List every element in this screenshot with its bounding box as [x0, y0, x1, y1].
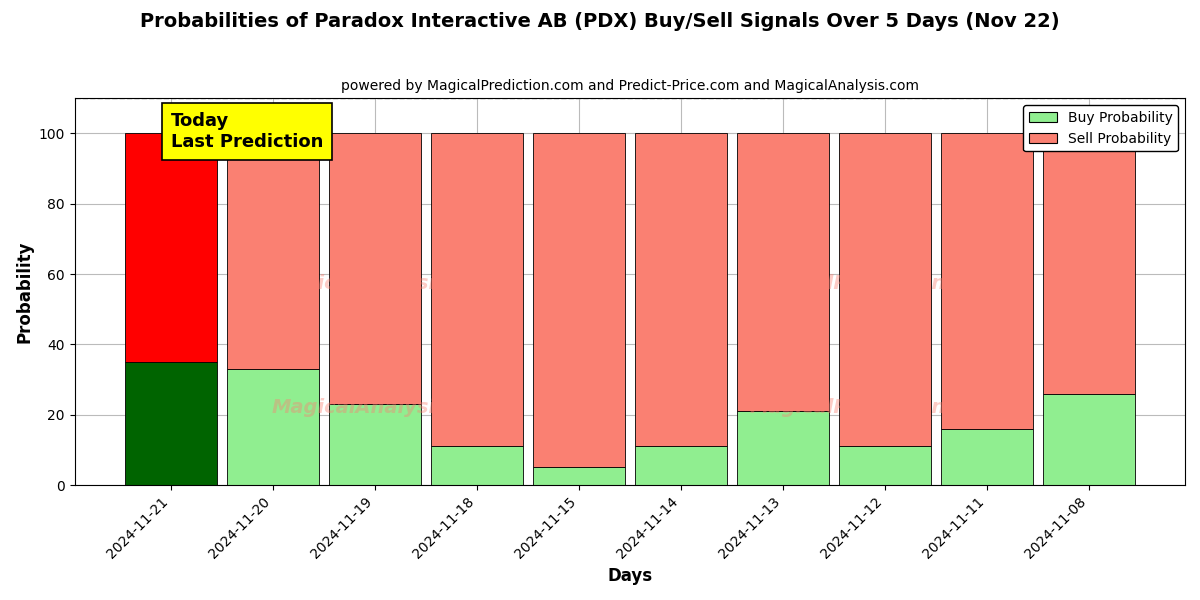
Bar	[941, 429, 1032, 485]
Bar	[941, 133, 1032, 429]
Text: MagicalPrediction.com: MagicalPrediction.com	[750, 398, 998, 417]
Bar	[227, 369, 319, 485]
Bar	[431, 133, 523, 446]
Bar	[329, 133, 421, 404]
Bar	[329, 404, 421, 485]
Bar	[839, 446, 931, 485]
X-axis label: Days: Days	[607, 567, 653, 585]
Text: Probabilities of Paradox Interactive AB (PDX) Buy/Sell Signals Over 5 Days (Nov : Probabilities of Paradox Interactive AB …	[140, 12, 1060, 31]
Text: Today
Last Prediction: Today Last Prediction	[172, 112, 323, 151]
Bar	[533, 133, 625, 467]
Title: powered by MagicalPrediction.com and Predict-Price.com and MagicalAnalysis.com: powered by MagicalPrediction.com and Pre…	[341, 79, 919, 93]
Bar	[125, 133, 217, 362]
Bar	[737, 411, 829, 485]
Bar	[125, 362, 217, 485]
Text: MagicalPrediction.com: MagicalPrediction.com	[750, 274, 998, 293]
Bar	[533, 467, 625, 485]
Bar	[635, 446, 727, 485]
Bar	[737, 133, 829, 411]
Text: MagicalAnalysis.com: MagicalAnalysis.com	[271, 274, 499, 293]
Bar	[431, 446, 523, 485]
Bar	[1043, 133, 1134, 394]
Y-axis label: Probability: Probability	[16, 241, 34, 343]
Bar	[839, 133, 931, 446]
Bar	[1043, 394, 1134, 485]
Bar	[635, 133, 727, 446]
Legend: Buy Probability, Sell Probability: Buy Probability, Sell Probability	[1024, 105, 1178, 151]
Bar	[227, 133, 319, 369]
Text: MagicalAnalysis.com: MagicalAnalysis.com	[271, 398, 499, 417]
